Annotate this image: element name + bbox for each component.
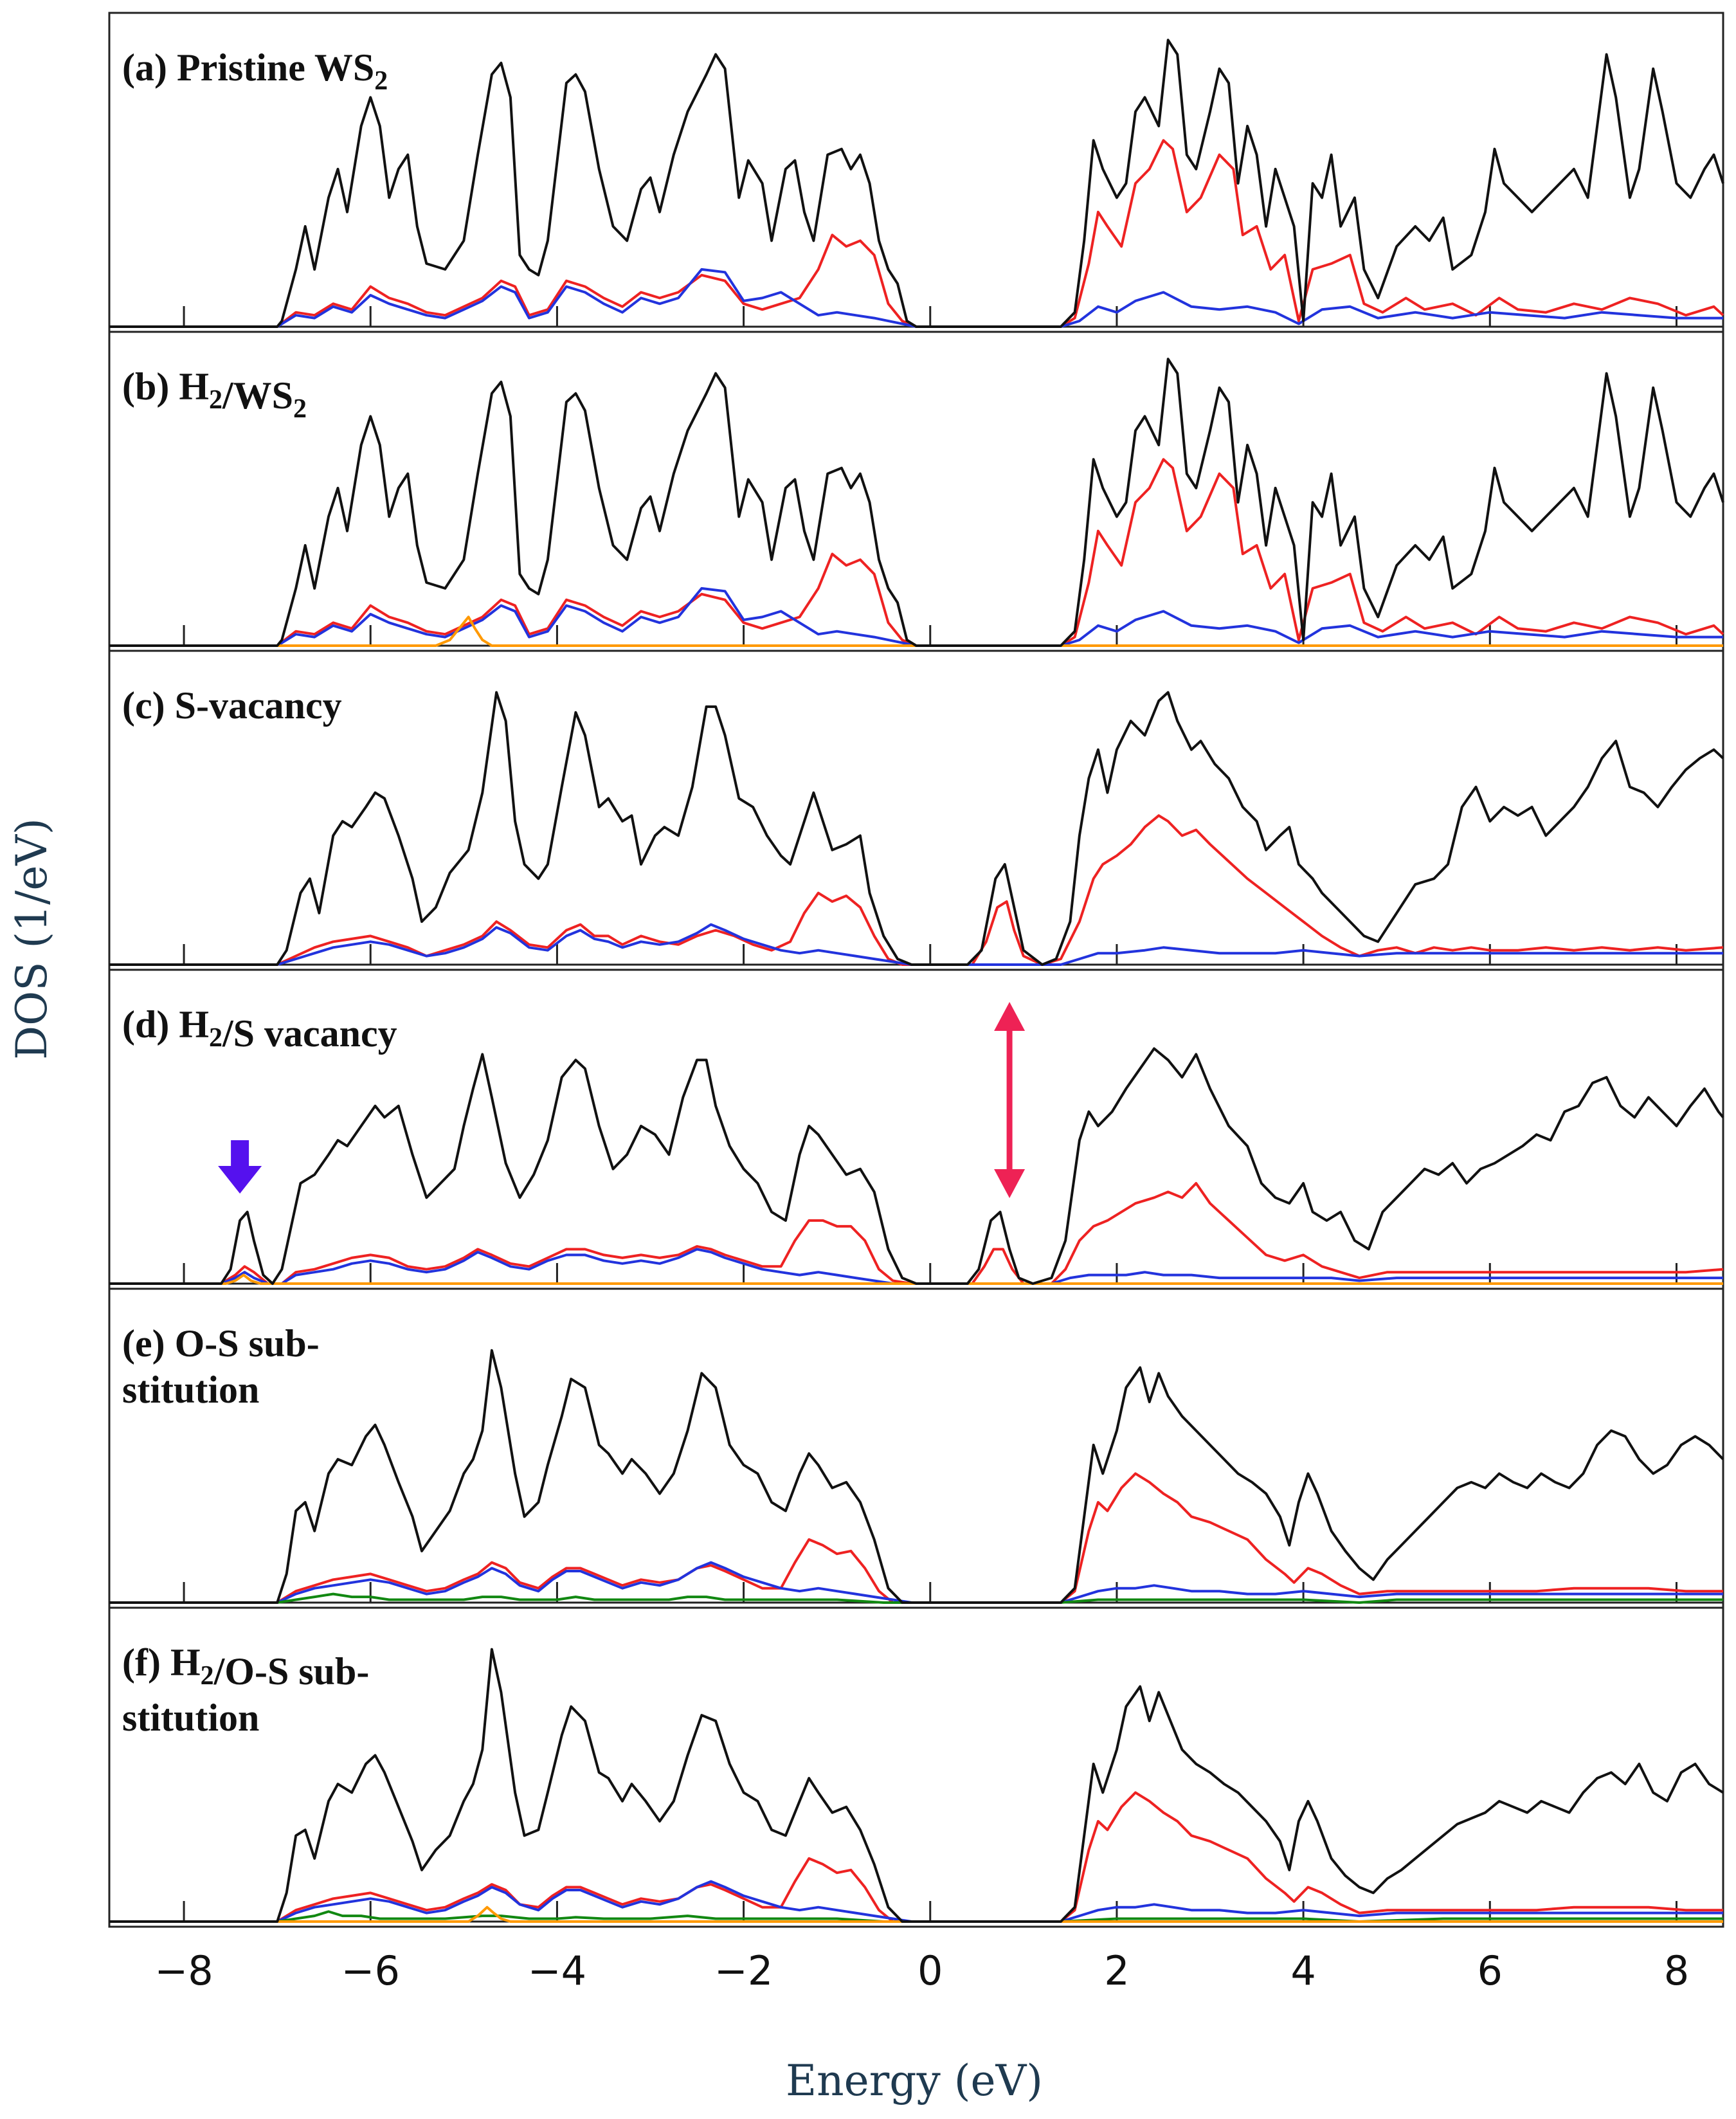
- x-tick-label: −6: [341, 1947, 400, 1994]
- x-tick-label: 6: [1478, 1947, 1503, 1994]
- dos-series-line: [109, 615, 1723, 647]
- panel-c: (c) S-vacancy: [108, 650, 1724, 971]
- dos-series-line: [109, 1349, 1724, 1604]
- panel-label-d: (d) H2/S vacancy: [122, 1003, 397, 1055]
- y-axis-title: DOS (1/eV): [7, 818, 57, 1060]
- panel-d: (d) H2/S vacancy: [108, 969, 1724, 1290]
- panel-label-e: (e) O-S sub-stitution: [122, 1322, 320, 1411]
- panel-label-a: (a) Pristine WS2: [122, 46, 388, 96]
- dos-series-line: [109, 1910, 1723, 1923]
- dos-series-line: [109, 1561, 1723, 1604]
- double-arrow-head-up: [994, 1002, 1026, 1031]
- x-axis-title: Energy (eV): [786, 2056, 1043, 2105]
- x-tick-label: 8: [1664, 1947, 1689, 1994]
- panel-label-c: (c) S-vacancy: [122, 684, 342, 727]
- dos-series-line: [109, 358, 1724, 647]
- dos-series-line: [109, 1472, 1723, 1604]
- dos-series-line: [109, 1791, 1723, 1923]
- panel-f: (f) H2/O-S sub-stitution: [108, 1606, 1724, 1928]
- dos-series-line: [109, 39, 1724, 328]
- dos-series-line: [109, 1880, 1723, 1923]
- double-arrow-head-down: [994, 1169, 1026, 1198]
- panels-layer: (a) Pristine WS2 (b) H2/WS2 (c) S-vacancy (…: [108, 12, 1724, 1928]
- panel-label-f: (f) H2/O-S sub-stitution: [122, 1641, 369, 1739]
- dos-series-line: [109, 1592, 1723, 1604]
- dos-series-line: [109, 1182, 1724, 1285]
- x-tick-label: −8: [154, 1947, 213, 1994]
- x-axis: −8 −6 −4 −2 0 2 4 6 8: [154, 1947, 1689, 1994]
- panel-label-b: (b) H2/WS2: [122, 365, 307, 424]
- panel-frame: [108, 1606, 1724, 1928]
- dos-series-line: [109, 268, 1723, 328]
- x-tick-label: 0: [918, 1947, 943, 1994]
- dos-series-line: [109, 1248, 1723, 1285]
- dos-series-line: [109, 1047, 1724, 1285]
- dos-series-line: [109, 587, 1723, 647]
- dos-series-line: [109, 1905, 1723, 1923]
- x-tick-label: −2: [714, 1947, 773, 1994]
- dos-series-line: [109, 923, 1723, 966]
- down-arrow-icon: [218, 1140, 262, 1194]
- x-tick-label: −4: [528, 1947, 586, 1994]
- x-tick-label: 4: [1290, 1947, 1316, 1994]
- dos-series-line: [109, 1648, 1724, 1923]
- dos-series-line: [109, 691, 1724, 966]
- x-tick-label: 2: [1104, 1947, 1129, 1994]
- panel-a: (a) Pristine WS2: [108, 12, 1724, 333]
- panel-e: (e) O-S sub-stitution: [108, 1287, 1724, 1609]
- dos-series-line: [109, 1273, 1723, 1285]
